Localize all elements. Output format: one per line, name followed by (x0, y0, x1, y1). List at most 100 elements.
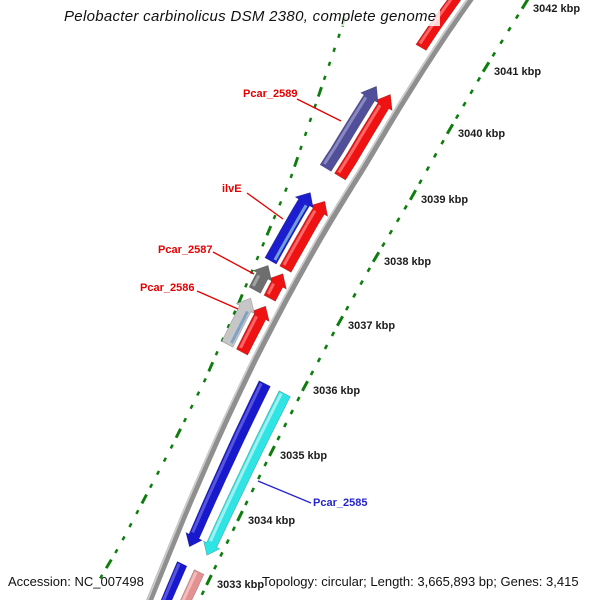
outer-ruler-tick-minor (322, 75, 327, 81)
ruler-tick-minor (244, 500, 249, 506)
gene-label-ilvE[interactable]: ilvE (222, 183, 242, 195)
outer-ruler-tick-minor (289, 173, 294, 179)
ruler-tick-label: 3038 kbp (384, 256, 431, 268)
gene-arrow-strand-Pcar_2585[interactable] (185, 380, 271, 548)
ruler-tick-minor (395, 217, 401, 223)
outer-ruler-tick-minor (189, 404, 194, 410)
topology-text: Topology: circular; Length: 3,665,893 bp… (262, 574, 579, 589)
outer-ruler-tick-minor (255, 255, 260, 261)
gene-arrow-category-Pcar_2585[interactable] (203, 390, 291, 556)
ruler-tick-minor (296, 396, 301, 402)
outer-ruler-tick-major (316, 86, 323, 98)
outer-ruler-tick-minor (332, 47, 337, 53)
gene-arrow-bevel (323, 96, 368, 165)
ruler-tick-minor (323, 344, 329, 350)
ruler-tick-minor (344, 305, 350, 311)
outer-ruler-tick-major (293, 156, 300, 168)
outer-ruler-tick-minor (155, 470, 161, 476)
gene-arrow-category-ilvE[interactable] (264, 192, 314, 265)
outer-ruler-tick-minor (162, 457, 167, 463)
outer-ruler-tick-minor (337, 33, 341, 39)
outer-ruler-tick-minor (149, 483, 154, 489)
outer-ruler-tick-major (174, 428, 182, 439)
ruler-tick-minor (225, 539, 230, 545)
ruler-tick-minor (219, 551, 224, 557)
ruler-tick-minor (491, 51, 497, 57)
ruler-tick-label: 3041 kbp (494, 66, 541, 78)
outer-ruler-tick-minor (299, 145, 303, 151)
ruler-tick-label: 3042 kbp (533, 3, 580, 15)
ruler-tick-minor (316, 357, 322, 363)
ruler-tick-minor (499, 39, 504, 45)
ruler-tick-major (445, 123, 455, 135)
ruler-tick-label: 3036 kbp (313, 385, 360, 397)
gene-leader-line-Pcar_2586 (196, 290, 239, 310)
gene-arrow-bevel (337, 104, 382, 174)
ruler-tick-minor (263, 461, 268, 467)
ruler-tick-label: 3037 kbp (348, 320, 395, 332)
outer-ruler-tick-minor (303, 131, 308, 137)
ruler-tick-minor (366, 267, 372, 273)
ruler-tick-minor (213, 564, 218, 570)
ruler-tick-minor (469, 89, 474, 95)
outer-ruler-tick-minor (278, 200, 283, 206)
gene-leader-line-ilvE (246, 192, 284, 220)
gene-arrow-bevel (239, 315, 258, 349)
page-title: Pelobacter carbinolicus DSM 2380, comple… (60, 7, 441, 26)
genome-backbone (146, 0, 474, 600)
gene-arrow-strand-ilvE[interactable] (279, 200, 329, 273)
ruler-tick-minor (425, 166, 431, 172)
ruler-tick-minor (200, 590, 205, 596)
outer-ruler-tick-major (207, 361, 215, 372)
gene-arrow-bevel (230, 310, 249, 344)
ruler-tick-label: 3039 kbp (421, 194, 468, 206)
ruler-tick-minor (454, 114, 460, 120)
ruler-tick-minor (352, 292, 357, 298)
ruler-tick-minor (276, 435, 281, 441)
outer-ruler-tick-minor (226, 323, 231, 329)
ruler-tick-minor (388, 229, 394, 235)
outer-ruler-tick-minor (114, 548, 119, 554)
accession-text: Accession: NC_007498 (8, 574, 144, 589)
outer-ruler-tick-minor (244, 282, 249, 288)
gene-label-Pcar_2587[interactable]: Pcar_2587 (158, 244, 212, 256)
ruler-tick-major (301, 380, 309, 392)
ruler-tick-major (520, 0, 530, 10)
ruler-tick-minor (476, 76, 482, 82)
outer-ruler-tick-minor (182, 417, 188, 423)
outer-ruler-tick-major (140, 493, 148, 505)
ruler-tick-minor (330, 331, 336, 337)
outer-ruler-tick-minor (327, 61, 332, 67)
ruler-tick-minor (418, 179, 423, 185)
ruler-tick-major (335, 315, 345, 327)
outer-ruler-tick-minor (261, 241, 266, 247)
gene-label-Pcar_2589[interactable]: Pcar_2589 (243, 88, 297, 100)
ruler-tick-minor (289, 409, 294, 415)
ruler-tick-label: 3034 kbp (248, 515, 295, 527)
outer-ruler-tick-minor (283, 187, 288, 193)
outer-ruler-tick-major (265, 225, 273, 236)
ruler-tick-minor (432, 152, 438, 158)
outer-ruler-tick-minor (232, 310, 237, 315)
ruler-tick-major (236, 510, 244, 522)
outer-ruler-tick-minor (121, 535, 126, 541)
outer-ruler-tick-minor (135, 509, 140, 515)
gene-label-Pcar_2585[interactable]: Pcar_2585 (313, 497, 367, 509)
ruler-tick-major (481, 61, 491, 73)
ruler-tick-minor (309, 370, 315, 376)
gene-arrow-bevel (266, 283, 275, 295)
ruler-tick-minor (250, 487, 255, 493)
outer-ruler-tick-minor (308, 117, 313, 123)
outer-ruler-tick-minor (169, 444, 174, 449)
gene-leader-line-Pcar_2587 (212, 251, 255, 275)
ruler-tick-minor (440, 139, 445, 145)
gene-arrow-category-Pcar_2586[interactable] (221, 297, 255, 348)
ruler-tick-major (205, 574, 213, 586)
gene-label-Pcar_2586[interactable]: Pcar_2586 (140, 282, 194, 294)
outer-ruler-tick-minor (196, 391, 201, 397)
ruler-tick-major (268, 445, 276, 457)
ruler-tick-minor (514, 14, 520, 20)
ruler-tick-minor (507, 26, 512, 32)
ruler-tick-major (409, 189, 417, 201)
